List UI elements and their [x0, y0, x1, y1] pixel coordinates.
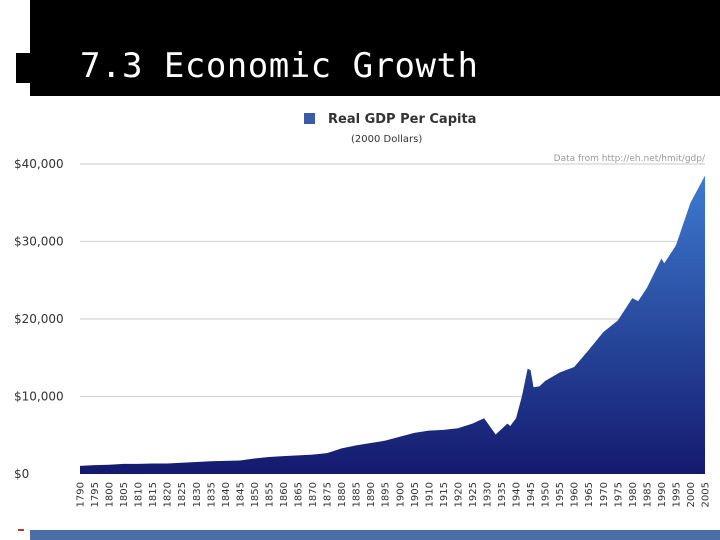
x-tick-label: 1795 [90, 482, 101, 507]
x-tick-label: 2005 [701, 482, 712, 507]
x-tick-label: 1840 [221, 482, 232, 507]
y-tick-label: $10,000 [14, 390, 64, 404]
source-note: Data from http://eh.net/hmit/gdp/ [554, 154, 706, 164]
x-tick-label: 1825 [177, 482, 188, 507]
x-tick-label: 1850 [250, 482, 261, 507]
gdp-area-chart: Real GDP Per Capita (2000 Dollars) Data … [14, 112, 712, 507]
x-axis-tick-labels: 1790 1795 1800 1805 1810 1815 1820 1825 1830 1835… [76, 482, 712, 507]
chart-subtitle: (2000 Dollars) [351, 134, 422, 145]
x-tick-label: 1800 [105, 482, 116, 507]
y-axis-tick-labels: $0 $10,000 $20,000 $30,000 $40,000 [14, 157, 64, 481]
x-tick-label: 1925 [468, 482, 479, 507]
x-tick-label: 1915 [439, 482, 450, 507]
x-tick-label: 1965 [584, 482, 595, 507]
x-tick-label: 1990 [657, 482, 668, 507]
footer-mark [18, 529, 24, 531]
x-tick-label: 1805 [119, 482, 130, 507]
x-tick-label: 1855 [264, 482, 275, 507]
y-tick-label: $20,000 [14, 312, 64, 326]
x-tick-label: 1890 [366, 482, 377, 507]
footer-bar [30, 530, 720, 540]
slide-title: 7.3 Economic Growth [80, 46, 479, 86]
x-tick-label: 1860 [279, 482, 290, 507]
x-tick-label: 1815 [148, 482, 159, 507]
x-tick-label: 1975 [613, 482, 624, 507]
x-tick-label: 1955 [555, 482, 566, 507]
x-tick-label: 1900 [395, 482, 406, 507]
gdp-area-series [80, 175, 705, 474]
x-tick-label: 1865 [294, 482, 305, 507]
x-tick-label: 1810 [134, 482, 145, 507]
x-tick-label: 1950 [541, 482, 552, 507]
x-tick-label: 1970 [599, 482, 610, 507]
x-tick-label: 1960 [570, 482, 581, 507]
x-tick-label: 1940 [512, 482, 523, 507]
x-tick-label: 1880 [337, 482, 348, 507]
x-tick-label: 1875 [323, 482, 334, 507]
x-tick-label: 1905 [410, 482, 421, 507]
x-tick-label: 1945 [526, 482, 537, 507]
x-tick-label: 1835 [206, 482, 217, 507]
x-tick-label: 1910 [424, 482, 435, 507]
x-tick-label: 1995 [671, 482, 682, 507]
x-tick-label: 1845 [235, 482, 246, 507]
x-tick-label: 1985 [642, 482, 653, 507]
x-tick-label: 1885 [352, 482, 363, 507]
legend-swatch [304, 113, 315, 124]
y-tick-label: $40,000 [14, 157, 64, 171]
x-tick-label: 1980 [628, 482, 639, 507]
x-tick-label: 1930 [482, 482, 493, 507]
x-tick-label: 1895 [381, 482, 392, 507]
legend-label: Real GDP Per Capita [328, 112, 476, 127]
x-tick-label: 1870 [308, 482, 319, 507]
x-tick-label: 1935 [497, 482, 508, 507]
x-tick-label: 1920 [453, 482, 464, 507]
x-tick-label: 2000 [686, 482, 697, 507]
title-bar [30, 0, 720, 96]
y-tick-label: $0 [14, 467, 29, 481]
y-tick-label: $30,000 [14, 235, 64, 249]
x-tick-label: 1830 [192, 482, 203, 507]
title-bullet-square [16, 53, 30, 83]
x-tick-label: 1820 [163, 482, 174, 507]
x-tick-label: 1790 [76, 482, 87, 507]
